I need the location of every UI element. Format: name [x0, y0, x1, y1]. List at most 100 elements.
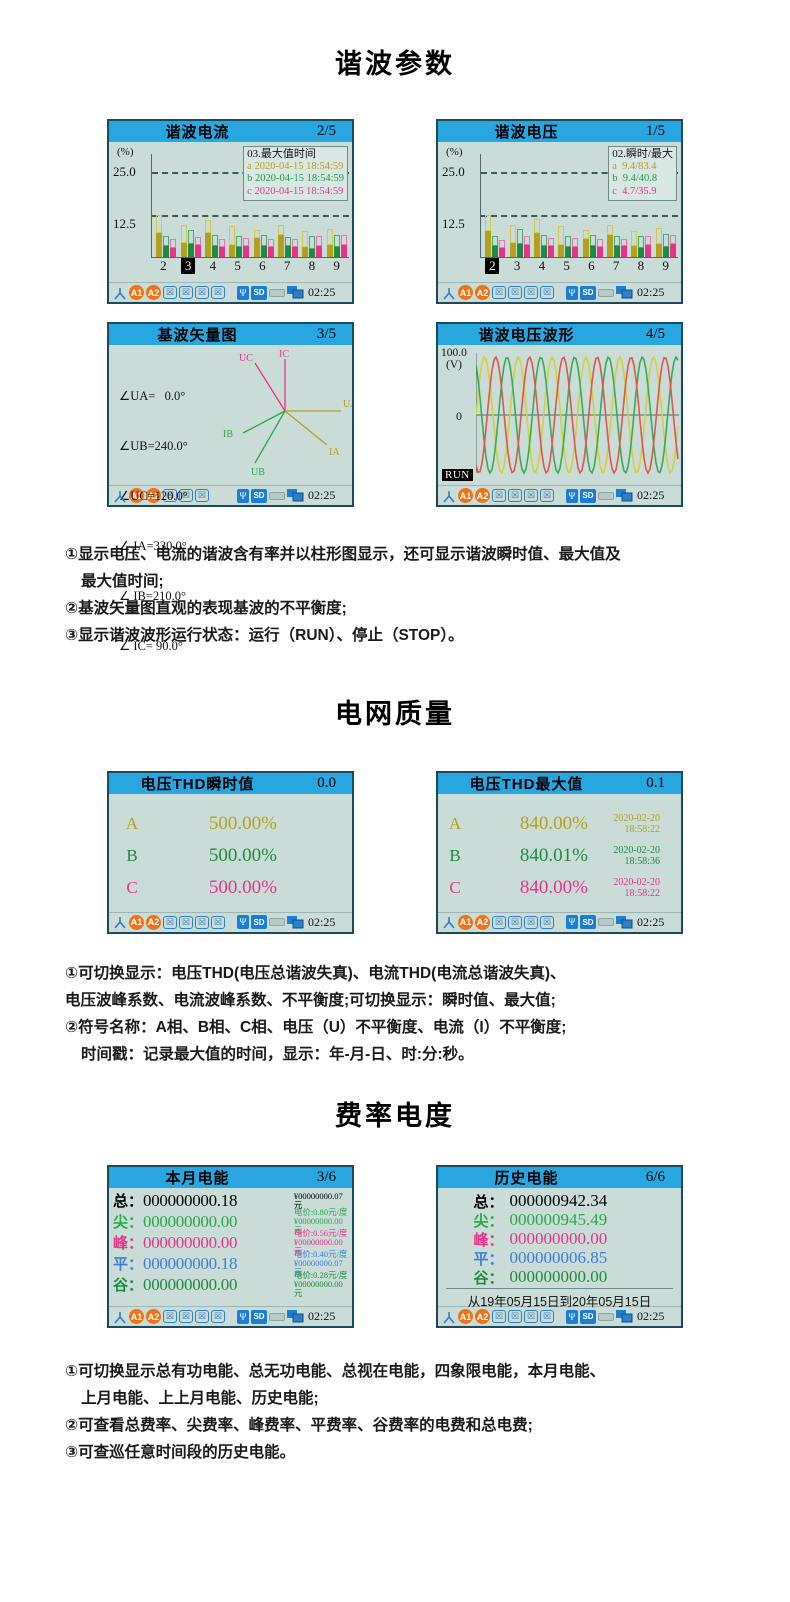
comm-icon[interactable]: ☒: [163, 489, 177, 502]
comm-icon[interactable]: ☒: [163, 1310, 177, 1323]
panel-month-energy[interactable]: 本月电能 3/6 总： 000000000.18 ¥00000000.07元 尖： 00…: [107, 1165, 354, 1328]
panel-thd-max[interactable]: 电压THD最大值 0.1 A 840.00% 2020-02-20 18:58:…: [436, 770, 683, 934]
comm-icon[interactable]: ☒: [179, 286, 193, 299]
alarm-a1-icon[interactable]: A1: [129, 488, 144, 503]
alarm-a2-icon[interactable]: A2: [146, 488, 161, 503]
sd-icon: SD: [580, 1309, 596, 1324]
x-label[interactable]: 8: [637, 258, 645, 273]
x-label[interactable]: 4: [209, 258, 217, 273]
history-row: 平： 000000006.85: [438, 1248, 681, 1268]
x-label[interactable]: 7: [283, 258, 291, 273]
alarm-a1-icon[interactable]: A1: [458, 914, 473, 930]
panel-title: 谐波电流: [165, 124, 230, 141]
alarm-a2-icon[interactable]: A2: [475, 285, 490, 300]
comm-icon[interactable]: ☒: [540, 1310, 554, 1323]
keyboard-icon: [269, 918, 285, 926]
comm-icon[interactable]: ☒: [508, 1310, 522, 1323]
usb-icon: Ψ: [237, 488, 249, 503]
panel-harmonic-waveform[interactable]: 谐波电压波形 4/5 100.0 (V) 0 RUN A1 A2 ☒ ☒ ☒ ☒ Ψ SD 02…: [436, 322, 683, 507]
y-max-label: 100.0: [441, 347, 467, 359]
bar: [292, 239, 299, 257]
person-icon: [113, 286, 127, 300]
comm-icon[interactable]: ☒: [508, 915, 522, 929]
x-label[interactable]: 3: [513, 258, 521, 273]
comm-icon[interactable]: ☒: [508, 286, 522, 299]
x-label[interactable]: 4: [538, 258, 546, 273]
info-row-b: b 9.4/40.8: [612, 173, 658, 185]
alarm-a1-icon[interactable]: A1: [129, 914, 144, 930]
comm-icon[interactable]: ☒: [195, 489, 209, 502]
alarm-a1-icon[interactable]: A1: [129, 1309, 144, 1324]
y-tick-mid: 12.5: [113, 216, 136, 231]
timestamp-time: 18:58:22: [624, 887, 660, 899]
panel-value: 0.0: [317, 774, 336, 791]
energy-value: 000000000.00: [143, 1232, 238, 1252]
info-box: 02.瞬时/最大 a 9.4/83.4 b 9.4/40.8 c 4.7/35.…: [608, 146, 677, 202]
alarm-a2-icon[interactable]: A2: [475, 914, 490, 930]
thd-row: B 500.00%: [109, 840, 352, 872]
x-label[interactable]: 7: [612, 258, 620, 273]
panel-history-energy[interactable]: 历史电能 6/6 总： 000000942.34 尖： 000000945.49 峰： 0…: [436, 1165, 683, 1328]
comm-icon[interactable]: ☒: [179, 489, 193, 502]
comm-icon[interactable]: ☒: [492, 286, 506, 299]
x-label[interactable]: 5: [234, 258, 241, 273]
comm-icon[interactable]: ☒: [195, 286, 209, 299]
comm-icon[interactable]: ☒: [195, 1310, 209, 1323]
comm-icon[interactable]: ☒: [211, 1310, 225, 1323]
x-label[interactable]: 9: [333, 258, 340, 273]
comm-icon[interactable]: ☒: [163, 915, 177, 929]
alarm-a1-icon[interactable]: A1: [458, 285, 473, 300]
alarm-a2-icon[interactable]: A2: [146, 1309, 161, 1324]
comm-icon[interactable]: ☒: [524, 489, 538, 502]
alarm-a2-icon[interactable]: A2: [146, 914, 161, 930]
comm-icon[interactable]: ☒: [524, 915, 538, 929]
comm-icon[interactable]: ☒: [524, 1310, 538, 1323]
alarm-a2-icon[interactable]: A2: [146, 285, 161, 300]
comm-icon[interactable]: ☒: [492, 1310, 506, 1323]
alarm-a2-icon[interactable]: A2: [475, 1309, 490, 1324]
alarm-a1-icon[interactable]: A1: [129, 285, 144, 300]
alarm-a1-icon[interactable]: A1: [458, 1309, 473, 1324]
x-label[interactable]: 8: [308, 258, 316, 273]
energy-row: 总： 000000000.18 ¥00000000.07元: [113, 1190, 350, 1211]
x-label[interactable]: 9: [662, 258, 669, 273]
comm-icon[interactable]: ☒: [179, 915, 193, 929]
alarm-a2-icon[interactable]: A2: [475, 488, 490, 503]
x-label[interactable]: 5: [563, 258, 570, 273]
comm-icon[interactable]: ☒: [492, 489, 506, 502]
comm-icon[interactable]: ☒: [524, 286, 538, 299]
panel-page-indicator: 4/5: [645, 326, 665, 342]
comm-icon[interactable]: ☒: [492, 915, 506, 929]
clock-time: 02:25: [308, 1309, 336, 1323]
panel-fundamental-vector[interactable]: 基波矢量图 3/5 ∠UA= 0.0° ∠UB=240.0° ∠UC=120.0…: [107, 322, 354, 653]
x-label[interactable]: 6: [588, 258, 595, 273]
timestamp: 2020-02-20 18:58:22: [594, 877, 660, 899]
x-label[interactable]: 2: [485, 258, 500, 274]
comm-icon[interactable]: ☒: [508, 489, 522, 502]
x-label[interactable]: 6: [259, 258, 266, 273]
comm-icon[interactable]: ☒: [179, 1310, 193, 1323]
comm-icon[interactable]: ☒: [540, 286, 554, 299]
vector-line-ib: [242, 410, 286, 434]
bar: [236, 236, 243, 257]
phase-label: B: [449, 845, 461, 865]
comm-icon[interactable]: ☒: [195, 915, 209, 929]
panel-thd-instant[interactable]: 电压THD瞬时值 0.0 A 500.00% B 500.00% C 500.0…: [107, 770, 354, 934]
comm-icon[interactable]: ☒: [540, 489, 554, 502]
info-row-a: a 2020-04-15 18:54:59: [247, 160, 344, 172]
x-label[interactable]: 3: [181, 258, 196, 274]
x-label[interactable]: 2: [160, 258, 167, 273]
comm-icon[interactable]: ☒: [540, 915, 554, 929]
comm-icon[interactable]: ☒: [211, 915, 225, 929]
comm-icon[interactable]: ☒: [211, 286, 225, 299]
thd-instant-values: A 500.00% B 500.00% C 500.00%: [109, 794, 352, 912]
alarm-a1-icon[interactable]: A1: [458, 488, 473, 503]
keyboard-icon: [598, 491, 614, 500]
comm-icon[interactable]: ☒: [163, 286, 177, 299]
